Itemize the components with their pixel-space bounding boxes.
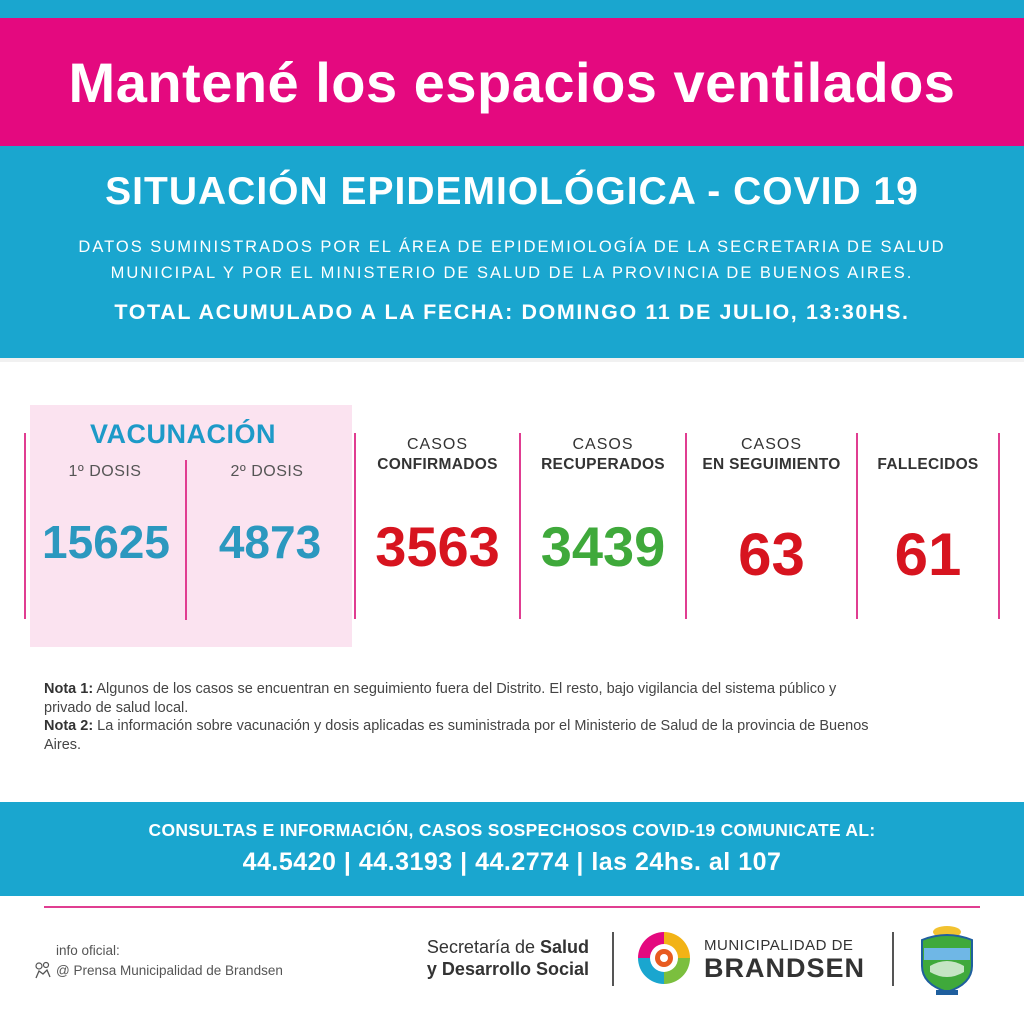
- deceased-label: FALLECIDOS: [877, 456, 979, 473]
- dose1-label: 1º DOSIS: [68, 463, 142, 480]
- separator-dose: [185, 460, 187, 620]
- secretaria-prefix: Secretaría de: [426, 937, 540, 957]
- note-1-text: Algunos de los casos se encuentran en se…: [44, 681, 837, 716]
- following-label-l1: CASOS: [740, 436, 802, 453]
- contact-band: CONSULTAS E INFORMACIÓN, CASOS SOSPECHOS…: [0, 802, 1024, 896]
- contact-phones: 44.5420 | 44.3193 | 44.2774 | las 24hs. …: [242, 848, 782, 876]
- secretaria-text: Secretaría de Salud y Desarrollo Social: [395, 936, 589, 980]
- secretaria-desarrollo: y Desarrollo Social: [426, 959, 589, 979]
- footer-separator-1: [612, 932, 614, 986]
- following-value: 63: [738, 521, 805, 588]
- situation-band: SITUACIÓN EPIDEMIOLÓGICA - COVID 19 DATO…: [0, 146, 1024, 358]
- muni-line2: BRANDSEN: [704, 953, 866, 983]
- situation-subtitle-line1: DATOS SUMINISTRADOS POR EL ÁREA DE EPIDE…: [78, 238, 946, 256]
- note-2-label: Nota 2:: [44, 718, 94, 734]
- separator-left: [24, 433, 26, 619]
- headline-bar: Mantené los espacios ventilados: [0, 18, 1024, 146]
- muni-logo-icon: [634, 928, 694, 988]
- footer-separator-2: [892, 932, 894, 986]
- situation-subtitle-line2: MUNICIPAL Y POR EL MINISTERIO DE SALUD D…: [110, 264, 914, 282]
- vaccination-title: VACUNACIÓN: [90, 419, 276, 449]
- dose2-label: 2º DOSIS: [230, 463, 304, 480]
- secretaria-line1: Secretaría de Salud: [395, 936, 589, 958]
- confirmed-label-l1: CASOS: [406, 436, 468, 453]
- muni-line1: MUNICIPALIDAD DE: [704, 937, 854, 954]
- recovered-label-l2: RECUPERADOS: [541, 456, 665, 473]
- note-2: Nota 2: La información sobre vacunación …: [44, 717, 874, 754]
- coat-of-arms-icon: [914, 922, 980, 998]
- separator-confirmed: [519, 433, 521, 619]
- dose1-value: 15625: [42, 516, 170, 568]
- headline: Mantené los espacios ventilados: [68, 50, 956, 114]
- situation-date: TOTAL ACUMULADO A LA FECHA: DOMINGO 11 D…: [114, 300, 910, 324]
- separator-vac: [354, 433, 356, 619]
- vaccination-panel: VACUNACIÓN 1º DOSIS 2º DOSIS 15625 4873: [30, 405, 352, 647]
- deceased-value: 61: [894, 521, 962, 588]
- secretaria-salud: Salud: [539, 937, 589, 957]
- note-1-label: Nota 1:: [44, 681, 94, 697]
- secretaria-line2: y Desarrollo Social: [395, 958, 589, 980]
- dose2-value: 4873: [218, 516, 322, 568]
- notes: Nota 1: Algunos de los casos se encuentr…: [44, 680, 874, 754]
- top-strip: [0, 0, 1024, 18]
- separator-recovered: [685, 433, 687, 619]
- separator-following: [856, 433, 858, 619]
- situation-title: SITUACIÓN EPIDEMIOLÓGICA - COVID 19: [105, 170, 919, 213]
- recovered-label-l1: CASOS: [572, 436, 634, 453]
- info-handle: @ Prensa Municipalidad de Brandsen: [56, 963, 283, 978]
- separator-right: [998, 433, 1000, 619]
- following-label-l2: EN SEGUIMIENTO: [702, 456, 841, 473]
- situation-subtitle: DATOS SUMINISTRADOS POR EL ÁREA DE EPIDE…: [40, 234, 984, 286]
- note-1: Nota 1: Algunos de los casos se encuentr…: [44, 680, 874, 717]
- facebook-style-icon: [34, 960, 52, 980]
- contact-title: CONSULTAS E INFORMACIÓN, CASOS SOSPECHOS…: [148, 820, 876, 840]
- confirmed-label-l2: CONFIRMADOS: [377, 456, 498, 473]
- confirmed-value: 3563: [375, 515, 500, 578]
- note-2-text: La información sobre vacunación y dosis …: [44, 718, 869, 753]
- info-label: info oficial:: [56, 943, 120, 958]
- band-divider: [0, 358, 1024, 362]
- footer-divider: [44, 906, 980, 908]
- recovered-value: 3439: [540, 515, 666, 578]
